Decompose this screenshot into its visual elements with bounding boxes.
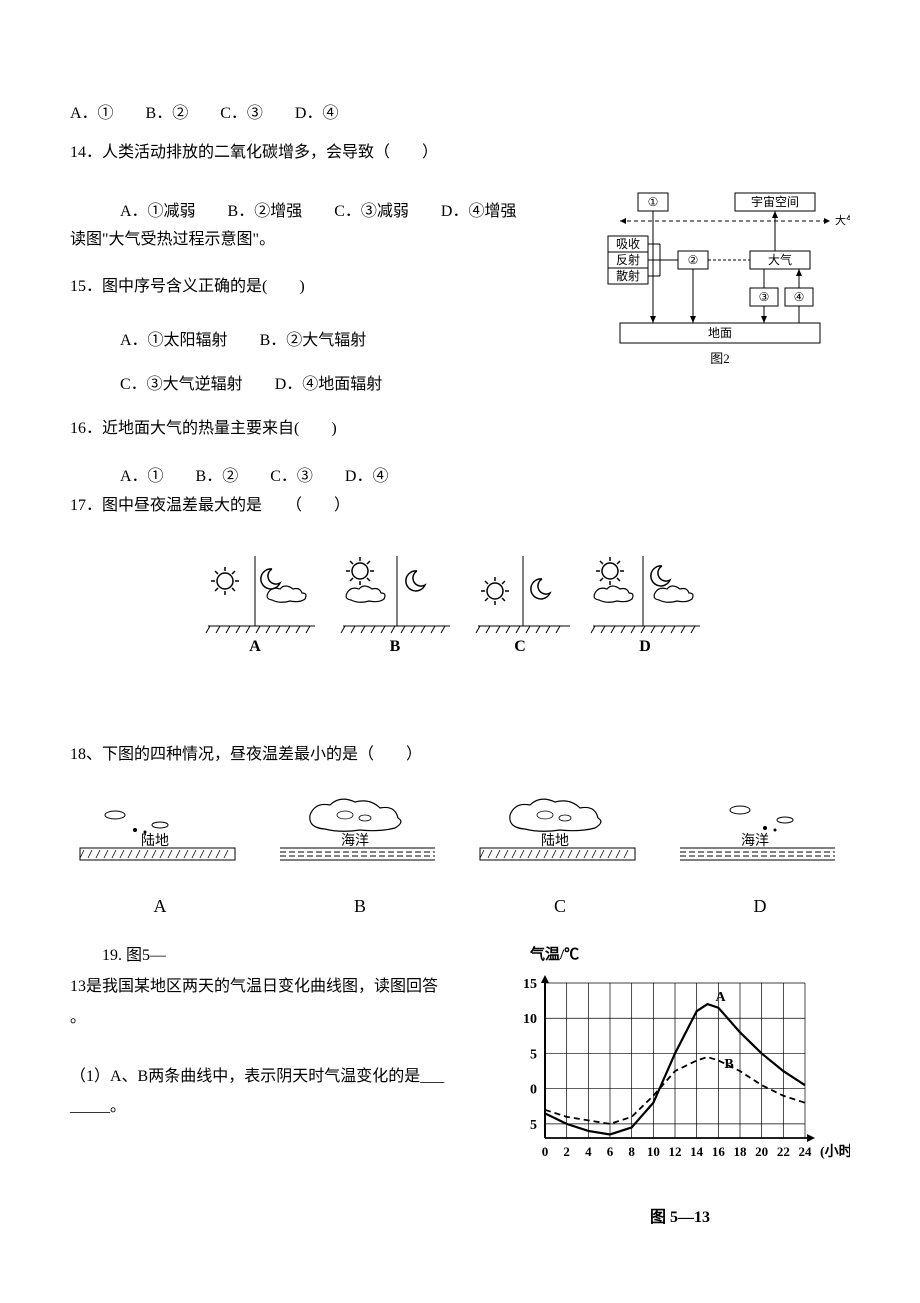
svg-text:B: B [724,1057,733,1072]
svg-text:大气: 大气 [768,252,792,267]
atmosphere-diagram: ① 宇宙空间 大气上界 吸收 反射 散射 ② 大气 ③ ④ [600,188,850,381]
svg-text:16: 16 [712,1144,726,1159]
svg-text:5: 5 [530,1048,537,1063]
atmosphere-svg: ① 宇宙空间 大气上界 吸收 反射 散射 ② 大气 ③ ④ [600,188,850,373]
q19-intro3: 。 [70,1009,86,1026]
label-1: ① [648,195,659,209]
q15-optA: A．①太阳辐射 [120,332,228,349]
svg-text:10: 10 [647,1144,660,1159]
svg-text:散射: 散射 [616,268,640,283]
q15-optB: B．②大气辐射 [260,332,367,349]
svg-text:反射: 反射 [616,252,640,267]
svg-text:6: 6 [607,1144,614,1159]
q18-label-C: C [470,890,650,922]
svg-text:A: A [716,990,727,1005]
svg-text:D: D [639,638,651,655]
svg-text:24: 24 [799,1144,813,1159]
q19-intro1: 19. 图5— [102,947,166,964]
question-16-options: A．① B．② C．③ D．④ [120,463,850,492]
temperature-chart: 气温/℃ 5051015024681012141618202224(小时)AB … [510,942,850,1233]
svg-text:③: ③ [759,290,770,304]
question-18-text: 18、下图的四种情况，昼夜温差最小的是（ ） [70,741,850,770]
svg-text:15: 15 [523,977,537,992]
svg-text:C: C [514,638,526,655]
question-16-text: 16．近地面大气的热量主要来自( ) [70,415,850,444]
q18-label-A: A [70,890,250,922]
svg-text:(小时): (小时) [820,1143,850,1160]
q17-weather-diagram: A B [70,541,850,661]
q18-labels: A B C D [70,890,850,922]
question-14-text: 14．人类活动排放的二氧化碳增多，会导致（ ） [70,139,850,168]
svg-text:陆地: 陆地 [141,833,169,849]
svg-text:陆地: 陆地 [541,833,569,849]
svg-text:②: ② [688,253,699,267]
svg-text:10: 10 [523,1012,537,1027]
svg-text:4: 4 [585,1144,592,1159]
q15-optC: C．③大气逆辐射 [120,376,243,393]
svg-text:地面: 地面 [708,326,732,340]
svg-text:宇宙空间: 宇宙空间 [751,194,799,209]
svg-text:2: 2 [563,1144,570,1159]
q19-intro2: 13是我国某地区两天的气温日变化曲线图，读图回答 [70,978,438,995]
svg-text:图2: 图2 [710,351,730,366]
chart-svg: 5051015024681012141618202224(小时)AB [510,973,850,1183]
chart-ylabel: 气温/℃ [530,942,850,969]
q15-optD: D．④地面辐射 [275,376,383,393]
q18-label-D: D [670,890,850,922]
q18-label-B: B [270,890,450,922]
svg-text:B: B [390,638,401,655]
svg-text:④: ④ [794,290,805,304]
question-17-text: 17．图中昼夜温差最大的是 （ ） [70,492,850,521]
question-19: 19. 图5— 13是我国某地区两天的气温日变化曲线图，读图回答 。 （1）A、… [70,942,850,1233]
svg-text:0: 0 [530,1083,537,1098]
svg-text:20: 20 [755,1144,768,1159]
svg-text:12: 12 [669,1144,682,1159]
svg-text:8: 8 [628,1144,635,1159]
q19-sub1: （1）A、B两条曲线中，表示阴天时气温变化的是___ [70,1063,490,1092]
options-line-13: A．① B．② C．③ D．④ [70,100,850,129]
q19-sub1b: _____。 [70,1093,490,1122]
svg-text:0: 0 [542,1144,549,1159]
chart-caption: 图 5—13 [510,1204,850,1233]
q18-surface-diagram: 陆地 海洋 [70,790,850,880]
svg-text:14: 14 [690,1144,704,1159]
svg-text:海洋: 海洋 [741,833,769,849]
svg-text:5: 5 [530,1118,537,1133]
svg-text:18: 18 [734,1144,748,1159]
svg-text:大气上界: 大气上界 [835,213,850,227]
svg-text:22: 22 [777,1144,790,1159]
svg-text:A: A [249,638,261,655]
svg-text:吸收: 吸收 [616,237,640,251]
svg-text:海洋: 海洋 [341,833,369,849]
